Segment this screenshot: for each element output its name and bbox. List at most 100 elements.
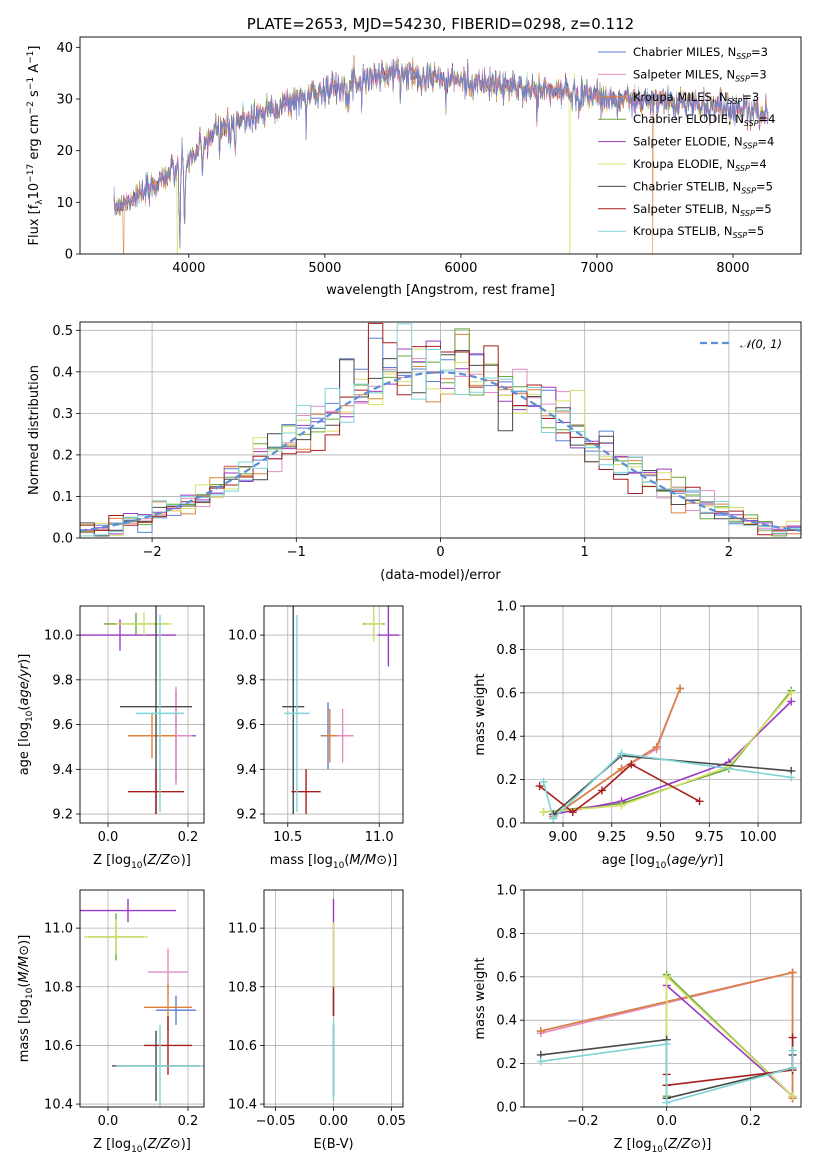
- y-axis-label: mass weight: [473, 673, 488, 755]
- y-tick-label: 9.8: [236, 673, 257, 688]
- plot-area-weight-vs-Z: [524, 890, 801, 1107]
- axes-frame: [79, 321, 802, 539]
- y-tick-label: 0.4: [496, 1014, 517, 1029]
- y-tick-label: 0: [65, 248, 73, 263]
- axis-label: Z [log10(Z/Z⊙)]: [614, 1137, 712, 1155]
- axis-label: Z [log10(Z/Z⊙)]: [93, 1137, 191, 1155]
- weight-marker: [788, 1046, 797, 1055]
- axis-label: mass [log10(M/M⊙)]: [17, 935, 35, 1063]
- data-point: [291, 769, 321, 815]
- x-tick-label: 0.0: [98, 1114, 119, 1129]
- x-tick-label: 0.2: [740, 1114, 761, 1129]
- axis-label: E(B-V): [313, 1137, 353, 1152]
- y-tick-label: 0.6: [496, 970, 517, 985]
- x-tick-label: 8000: [716, 261, 749, 276]
- x-tick-label: 10.5: [273, 830, 302, 845]
- weight-marker: [568, 808, 577, 817]
- x-tick-label: 0.00: [319, 1114, 348, 1129]
- legend-entry: 𝒩(0, 1): [740, 337, 782, 351]
- data-point: [322, 708, 338, 763]
- y-tick-label: 10.8: [44, 980, 73, 995]
- axes-mass-vs-Z: 0.0 0.2 10.4 10.6 10.8 11.0: [44, 889, 205, 1129]
- legend-entry: Kroupa ELODIE, NSSP=4: [633, 157, 767, 173]
- spectrum-line: [113, 60, 769, 247]
- plot-area-age-vs-Z: [80, 606, 204, 823]
- y-tick-label: 0.1: [52, 490, 73, 505]
- legend-entry: Chabrier ELODIE, NSSP=4: [633, 112, 775, 128]
- axes-age-vs-mass: 10.5 11.0 9.2 9.4 9.6 9.8 10.0: [228, 605, 404, 845]
- data-point: [128, 713, 176, 759]
- weight-marker: [617, 764, 626, 773]
- y-tick-label: 9.2: [52, 808, 73, 823]
- histogram-step: [80, 348, 801, 536]
- plot-area-age-vs-mass: [264, 606, 403, 823]
- y-tick-label: 1.0: [496, 884, 517, 899]
- y-tick-label: 11.0: [44, 922, 73, 937]
- axes-frame: [263, 605, 404, 824]
- weight-marker: [788, 1063, 797, 1072]
- y-tick-label: 9.6: [52, 718, 73, 733]
- y-tick-label: 0.8: [496, 643, 517, 658]
- x-tick-label: 5000: [308, 261, 341, 276]
- axis-label: mass [log10(M/M⊙)]: [270, 853, 398, 871]
- weight-marker: [549, 814, 558, 823]
- x-axis-label: (data-model)/error: [380, 568, 501, 583]
- axis-label: Z [log10(Z/Z⊙)]: [93, 853, 191, 871]
- axes-frame: [79, 889, 205, 1108]
- histogram-step: [80, 323, 801, 537]
- plot-area-spectrum: [113, 55, 769, 254]
- weight-line: [553, 700, 792, 816]
- y-tick-label: 0.2: [52, 448, 73, 463]
- y-tick-label: 0.4: [52, 365, 73, 380]
- data-point: [364, 606, 383, 642]
- legend-entry: Kroupa MILES, NSSP=3: [633, 90, 759, 106]
- y-tick-label: 9.6: [236, 718, 257, 733]
- x-tick-label: 0.2: [178, 1114, 199, 1129]
- legend-entry: Kroupa STELIB, NSSP=5: [633, 224, 764, 240]
- weight-marker: [787, 688, 796, 697]
- y-tick-label: 9.4: [52, 763, 73, 778]
- weight-marker: [788, 968, 797, 977]
- axes-frame: [79, 605, 205, 824]
- x-tick-label: 7000: [580, 261, 613, 276]
- x-tick-label: 9.50: [646, 830, 675, 845]
- plot-area-mass-vs-Z: [80, 890, 204, 1107]
- plot-area-weight-vs-age: [524, 606, 801, 823]
- x-tick-label: 10.00: [739, 830, 776, 845]
- x-tick-label: 9.25: [597, 830, 626, 845]
- x-tick-label: 0.2: [178, 830, 199, 845]
- data-point: [116, 612, 172, 636]
- weight-line: [540, 1043, 794, 1104]
- weight-marker: [788, 1033, 797, 1042]
- weight-marker: [662, 972, 671, 981]
- weight-marker: [536, 1057, 545, 1066]
- y-tick-label: 20: [56, 144, 73, 159]
- weight-marker: [787, 773, 796, 782]
- axes-residuals: −2 −1 0 1 2 0.0 0.1 0.2 0.3 0.4 0.5: [52, 321, 802, 560]
- data-point: [80, 898, 176, 923]
- data-point: [116, 1024, 204, 1107]
- legend-entry: Chabrier STELIB, NSSP=5: [633, 179, 773, 195]
- x-tick-label: 0.0: [98, 830, 119, 845]
- y-tick-label: 1.0: [496, 600, 517, 615]
- y-tick-label: 0.4: [496, 730, 517, 745]
- x-tick-label: −2: [143, 545, 162, 560]
- data-point: [377, 606, 400, 667]
- y-axis-label: Flux [fλ10−17 erg cm−2 s−1 A−1]: [26, 46, 45, 246]
- y-tick-label: 10.8: [228, 980, 257, 995]
- y-tick-label: 0.3: [52, 407, 73, 422]
- y-tick-label: 40: [56, 41, 73, 56]
- weight-marker: [617, 801, 626, 810]
- weight-marker: [539, 777, 548, 786]
- axes-frame: [79, 36, 802, 255]
- spectrum-line: [113, 58, 769, 249]
- axes-age-vs-Z: 0.0 0.2 9.2 9.4 9.6 9.8 10.0: [44, 605, 205, 845]
- legend-entry: Salpeter ELODIE, NSSP=4: [633, 135, 774, 151]
- x-tick-label: 9.75: [695, 830, 724, 845]
- plot-area-residuals: [80, 322, 801, 538]
- axes-weight-vs-Z: −0.2 0.0 0.2 0.0 0.2 0.4 0.6 0.8 1.0: [496, 884, 802, 1129]
- y-tick-label: 0.2: [496, 773, 517, 788]
- y-tick-label: 10.6: [228, 1039, 257, 1054]
- data-point: [128, 769, 184, 815]
- y-tick-label: 10.4: [44, 1098, 73, 1113]
